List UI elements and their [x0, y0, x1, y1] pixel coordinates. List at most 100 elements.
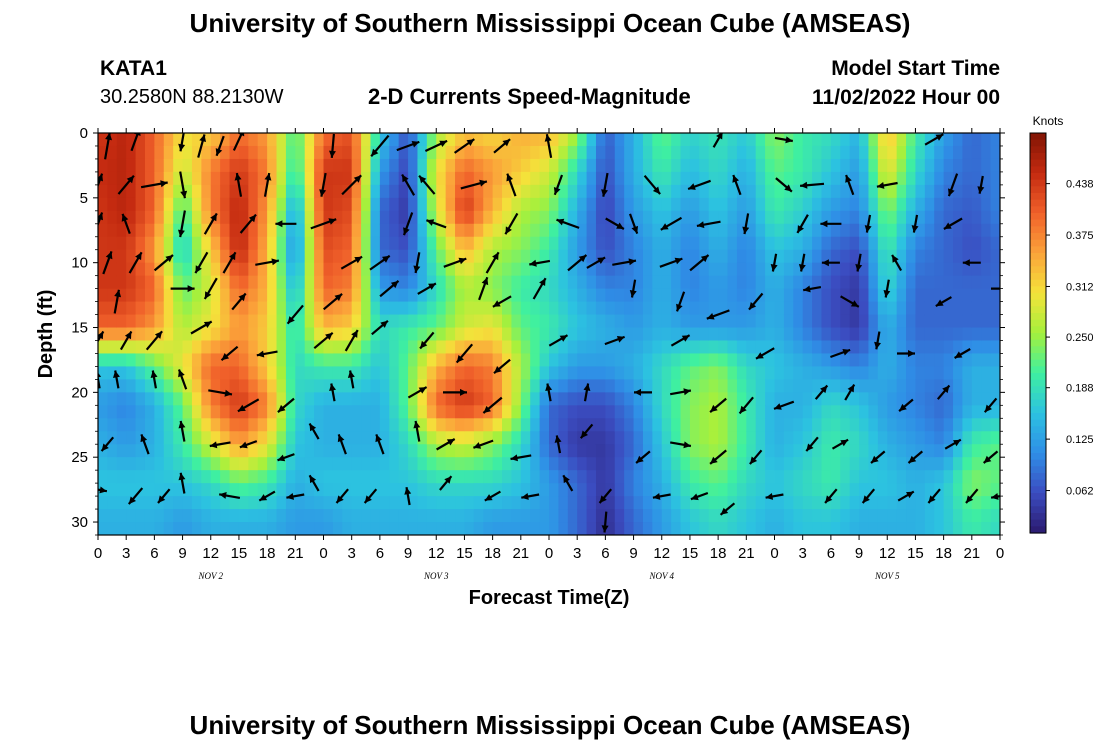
heatmap-cell	[718, 444, 729, 458]
heatmap-cell	[323, 392, 334, 406]
heatmap-cell	[116, 353, 127, 368]
heatmap-cell	[633, 133, 644, 147]
heatmap-cell	[191, 444, 202, 458]
heatmap-cell	[953, 483, 964, 497]
heatmap-cell	[520, 197, 531, 212]
heatmap-cell	[483, 236, 494, 251]
heatmap-cell	[765, 210, 776, 225]
heatmap-cell	[840, 223, 851, 238]
heatmap-cell	[426, 133, 437, 147]
heatmap-cell	[708, 197, 719, 212]
current-vector-arrow	[493, 138, 511, 154]
heatmap-cell	[220, 133, 231, 147]
heatmap-cell	[558, 236, 569, 251]
heatmap-cell	[595, 184, 606, 199]
heatmap-cell	[285, 522, 296, 535]
heatmap-cell	[924, 210, 935, 225]
heatmap-cell	[455, 366, 466, 380]
heatmap-cell	[727, 145, 738, 160]
heatmap-cell	[934, 405, 945, 419]
heatmap-cell	[671, 340, 682, 355]
heatmap-cell	[680, 457, 691, 471]
heatmap-cell	[774, 249, 785, 264]
heatmap-cell	[483, 210, 494, 225]
heatmap-cell	[351, 366, 362, 380]
heatmap-cell	[924, 457, 935, 471]
heatmap-cell	[971, 431, 982, 445]
heatmap-cell	[915, 496, 926, 510]
heatmap-cell	[473, 444, 484, 458]
heatmap-cell	[924, 314, 935, 329]
heatmap-cell	[389, 145, 400, 160]
heatmap-cell	[483, 509, 494, 523]
heatmap-cell	[483, 133, 494, 147]
heatmap-cell	[915, 133, 926, 147]
heatmap-cell	[633, 444, 644, 458]
heatmap-cell	[595, 483, 606, 497]
heatmap-cell	[342, 379, 353, 393]
heatmap-cell	[210, 379, 221, 393]
heatmap-cell	[680, 249, 691, 264]
heatmap-cell	[558, 379, 569, 393]
heatmap-cell	[238, 171, 249, 186]
heatmap-cell	[210, 171, 221, 186]
heatmap-cell	[605, 301, 616, 316]
heatmap-cell	[586, 483, 597, 497]
heatmap-cell	[924, 353, 935, 368]
current-vector-arrow	[401, 173, 416, 196]
heatmap-cell	[558, 210, 569, 225]
x-tick-label: 21	[738, 545, 755, 562]
heatmap-cell	[98, 145, 108, 160]
heatmap-cell	[896, 184, 907, 199]
heatmap-cell	[445, 301, 456, 316]
heatmap-cell	[906, 353, 917, 368]
heatmap-cell	[708, 133, 719, 147]
heatmap-cell	[455, 197, 466, 212]
heatmap-cell	[539, 340, 550, 355]
heatmap-cell	[887, 405, 898, 419]
heatmap-cell	[699, 405, 710, 419]
heatmap-cell	[830, 405, 841, 419]
heatmap-cell	[539, 379, 550, 393]
heatmap-cell	[849, 210, 860, 225]
heatmap-cell	[389, 301, 400, 316]
heatmap-cell	[445, 158, 456, 173]
heatmap-cell	[821, 509, 832, 523]
heatmap-cell	[201, 418, 212, 432]
heatmap-cell	[755, 171, 766, 186]
heatmap-cell	[361, 418, 372, 432]
current-vector-arrow	[709, 449, 727, 465]
colorbar-segment	[1030, 266, 1046, 274]
heatmap-cell	[642, 431, 653, 445]
heatmap-cell	[98, 133, 108, 147]
y-tick-label: 30	[71, 514, 88, 531]
heatmap-cell	[436, 133, 447, 147]
x-tick-label: 21	[512, 545, 529, 562]
current-vector-arrow	[924, 133, 944, 146]
heatmap-cell	[708, 483, 719, 497]
heatmap-cell	[135, 431, 146, 445]
heatmap-cell	[408, 340, 419, 355]
heatmap-cell	[924, 145, 935, 160]
heatmap-cell	[220, 522, 231, 535]
heatmap-cell	[285, 405, 296, 419]
heatmap-cell	[379, 236, 390, 251]
heatmap-cell	[455, 275, 466, 290]
heatmap-cell	[567, 145, 578, 160]
heatmap-cell	[238, 444, 249, 458]
heatmap-cell	[267, 431, 278, 445]
heatmap-cell	[126, 145, 137, 160]
colorbar-segment	[1030, 326, 1046, 334]
heatmap-cell	[981, 496, 992, 510]
heatmap-cell	[981, 457, 992, 471]
heatmap-cell	[144, 223, 155, 238]
heatmap-cell	[276, 288, 287, 303]
current-vector-arrow	[748, 292, 764, 311]
heatmap-cell	[830, 210, 841, 225]
heatmap-cell	[295, 236, 306, 251]
colorbar-segment	[1030, 226, 1046, 234]
heatmap-cell	[229, 184, 240, 199]
heatmap-cell	[295, 431, 306, 445]
heatmap-cell	[840, 327, 851, 342]
heatmap-cell	[774, 470, 785, 484]
